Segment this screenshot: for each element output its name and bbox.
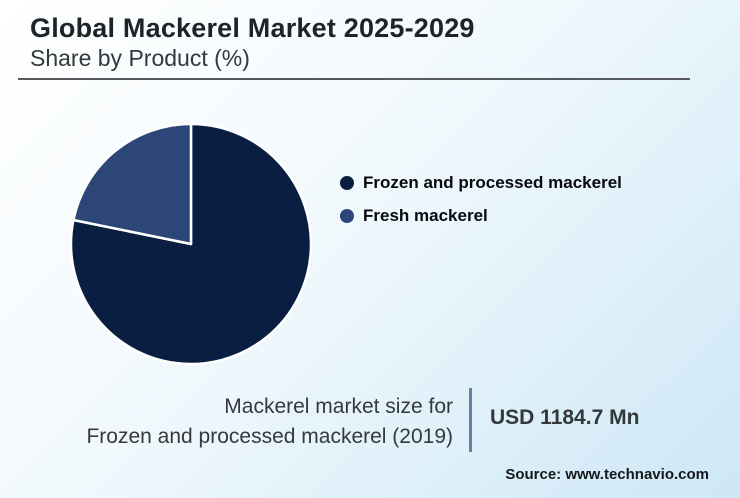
legend-item-frozen: Frozen and processed mackerel	[340, 172, 622, 194]
source-attribution: Source: www.technavio.com	[505, 466, 709, 483]
legend-label-fresh: Fresh mackerel	[363, 206, 488, 225]
footnote-label-line2: Frozen and processed mackerel (2019)	[86, 425, 453, 448]
legend-label-frozen: Frozen and processed mackerel	[363, 173, 622, 192]
legend-swatch-frozen-icon	[340, 176, 354, 190]
legend-item-fresh: Fresh mackerel	[340, 205, 622, 227]
footnote-label-line1: Mackerel market size for	[224, 395, 453, 418]
footnote-label: Mackerel market size for Frozen and proc…	[0, 392, 453, 452]
legend: Frozen and processed mackerel Fresh mack…	[340, 172, 622, 227]
page-title: Global Mackerel Market 2025-2029	[30, 13, 475, 43]
page-subtitle: Share by Product (%)	[30, 45, 250, 71]
footnote-value: USD 1184.7 Mn	[490, 406, 640, 429]
pie-chart	[69, 122, 313, 366]
legend-swatch-fresh-icon	[340, 209, 354, 223]
pie-slice	[72, 122, 193, 246]
pie-chart-container	[61, 114, 321, 374]
footnote-divider	[469, 388, 472, 452]
title-underline	[18, 78, 690, 80]
